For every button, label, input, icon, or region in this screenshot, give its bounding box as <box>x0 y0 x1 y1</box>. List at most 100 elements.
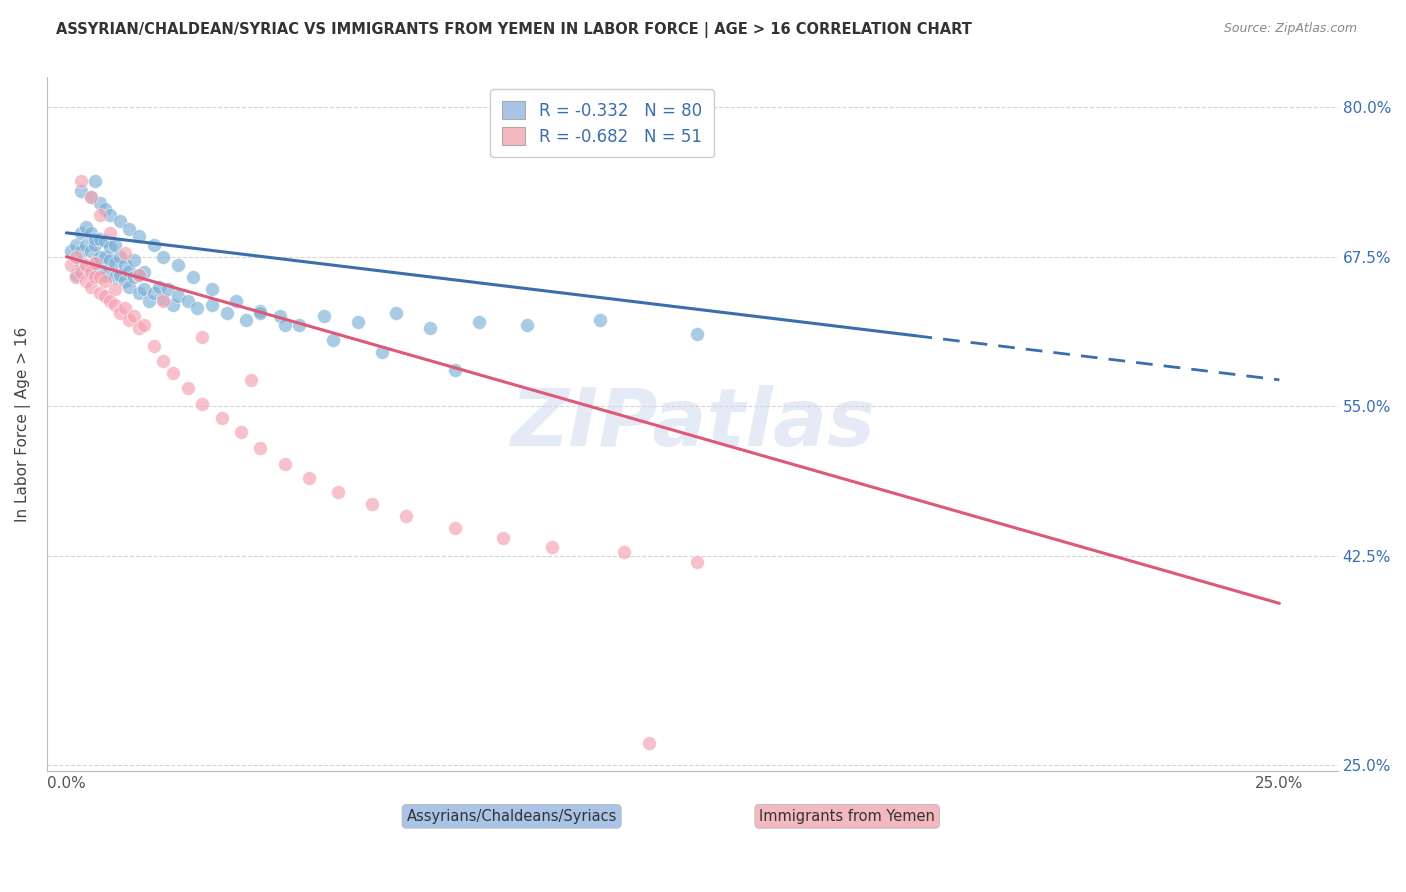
Point <box>79 261 101 276</box>
Point <box>142 339 165 353</box>
Point <box>142 237 165 252</box>
Point <box>124 310 146 324</box>
Point <box>75 274 97 288</box>
Point <box>468 316 491 330</box>
Point <box>201 282 224 296</box>
Point <box>104 270 127 285</box>
Point <box>274 457 297 471</box>
Point <box>94 202 117 216</box>
Point <box>84 256 107 270</box>
Point <box>84 270 107 285</box>
Point <box>128 285 150 300</box>
Text: Source: ZipAtlas.com: Source: ZipAtlas.com <box>1223 22 1357 36</box>
Point <box>118 264 141 278</box>
Point <box>167 258 190 272</box>
Point <box>225 293 247 308</box>
Point <box>167 289 190 303</box>
Point <box>613 545 636 559</box>
Point <box>94 289 117 303</box>
Point <box>108 306 131 320</box>
Point <box>249 306 271 320</box>
Point <box>540 540 562 554</box>
Point <box>89 208 111 222</box>
Point <box>89 261 111 276</box>
Point <box>211 411 233 425</box>
Point <box>128 268 150 282</box>
Point <box>269 310 291 324</box>
Legend: R = -0.332   N = 80, R = -0.682   N = 51: R = -0.332 N = 80, R = -0.682 N = 51 <box>491 89 713 157</box>
Point <box>84 174 107 188</box>
Point <box>98 293 121 308</box>
Point <box>152 250 174 264</box>
Point <box>108 268 131 282</box>
Point <box>60 258 83 272</box>
Point <box>385 306 408 320</box>
Text: Assyrians/Chaldeans/Syriacs: Assyrians/Chaldeans/Syriacs <box>406 809 617 824</box>
Point <box>75 237 97 252</box>
Point <box>239 373 262 387</box>
Point <box>235 313 257 327</box>
Point <box>89 285 111 300</box>
Point <box>361 497 384 511</box>
Point <box>132 318 155 332</box>
Point <box>79 190 101 204</box>
Point <box>346 316 368 330</box>
Point <box>128 268 150 282</box>
Text: Immigrants from Yemen: Immigrants from Yemen <box>759 809 935 824</box>
Point <box>128 229 150 244</box>
Point <box>70 244 93 258</box>
Point <box>89 250 111 264</box>
Point <box>104 256 127 270</box>
Point <box>94 274 117 288</box>
Point <box>114 258 136 272</box>
Point <box>142 285 165 300</box>
Point <box>686 555 709 569</box>
Point <box>686 327 709 342</box>
Point <box>79 244 101 258</box>
Point <box>443 363 465 377</box>
Point <box>75 258 97 272</box>
Point <box>70 174 93 188</box>
Point <box>191 397 214 411</box>
Point <box>98 208 121 222</box>
Point <box>79 265 101 279</box>
Point <box>124 270 146 285</box>
Point <box>65 237 87 252</box>
Point <box>288 318 311 332</box>
Point <box>162 297 184 311</box>
Point <box>84 237 107 252</box>
Point <box>249 441 271 455</box>
Point <box>98 226 121 240</box>
Point <box>157 282 180 296</box>
Point <box>152 292 174 306</box>
Point <box>443 521 465 535</box>
Point <box>98 240 121 254</box>
Point <box>249 303 271 318</box>
Point <box>60 244 83 258</box>
Point <box>70 226 93 240</box>
Point <box>104 237 127 252</box>
Point <box>176 293 198 308</box>
Point <box>516 318 538 332</box>
Point <box>65 250 87 264</box>
Point <box>229 425 252 440</box>
Point <box>94 234 117 248</box>
Point <box>124 253 146 268</box>
Point <box>114 301 136 315</box>
Point <box>312 310 335 324</box>
Point <box>84 256 107 270</box>
Point <box>132 282 155 296</box>
Point <box>89 232 111 246</box>
Point <box>89 196 111 211</box>
Point <box>637 736 659 750</box>
Point <box>181 270 204 285</box>
Point <box>176 381 198 395</box>
Point <box>371 345 394 359</box>
Point <box>118 222 141 236</box>
Point <box>65 270 87 285</box>
Point <box>191 330 214 344</box>
Point <box>108 214 131 228</box>
Point <box>79 279 101 293</box>
Point <box>70 184 93 198</box>
Point <box>70 265 93 279</box>
